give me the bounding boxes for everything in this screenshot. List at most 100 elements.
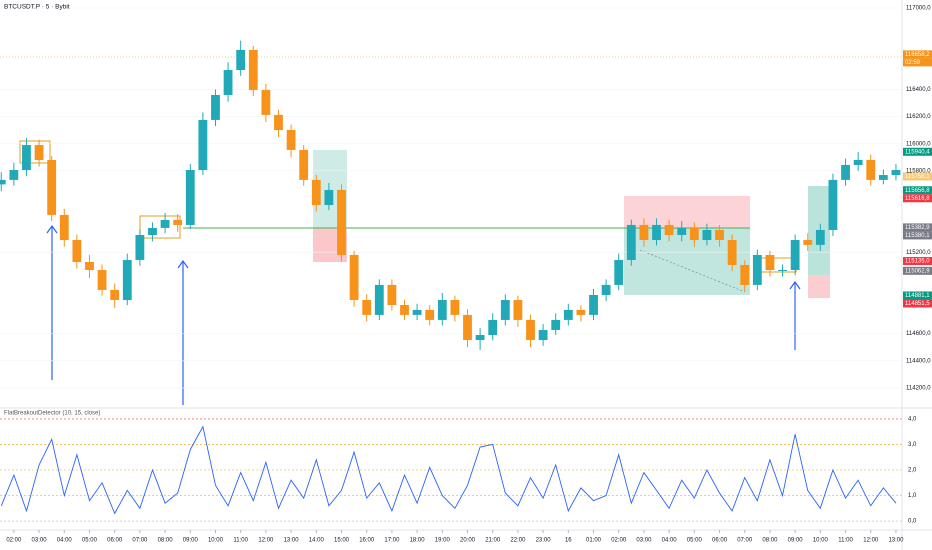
- candle-body: [500, 299, 510, 320]
- candle-body: [866, 159, 876, 180]
- price-tag-label: 115062,9: [905, 268, 930, 274]
- candle-body: [891, 170, 901, 176]
- price-tag-label: 115382,9: [905, 225, 930, 231]
- candle-body: [803, 240, 813, 245]
- time-tick-label: 07:00: [132, 538, 148, 544]
- candle-body: [173, 219, 183, 225]
- time-tick-label: 01:00: [586, 538, 602, 544]
- candle-body: [0, 179, 6, 185]
- candle-body: [601, 284, 611, 295]
- candle-body: [626, 224, 636, 260]
- time-tick-label: 16:00: [359, 538, 375, 544]
- time-tick-label: 21:00: [485, 538, 501, 544]
- candle-body: [274, 114, 283, 130]
- candle-body: [589, 294, 598, 315]
- time-tick-label: 04:00: [57, 538, 73, 544]
- time-tick-label: 16: [565, 538, 572, 544]
- candle-body: [639, 224, 649, 241]
- time-tick-label: 02:00: [6, 538, 22, 544]
- time-tick-label: 18:00: [410, 538, 426, 544]
- candle-body: [841, 164, 850, 180]
- time-tick-label: 10:00: [813, 538, 829, 544]
- candle-body: [790, 240, 800, 270]
- indicator-tick-label: 2,0: [908, 468, 917, 474]
- candle-body: [677, 227, 687, 235]
- candle-body: [513, 299, 523, 320]
- candle-body: [311, 179, 321, 206]
- candle-body: [614, 259, 624, 285]
- price-tick-label: 114600,0: [906, 331, 931, 337]
- countdown-bg: [903, 58, 932, 67]
- indicator-line: [0, 425, 897, 515]
- indicator-tick-label: 0,0: [908, 519, 917, 525]
- candle-body: [412, 309, 422, 315]
- candle-body: [72, 240, 82, 262]
- price-tag: [903, 147, 932, 156]
- price-tag-label: 115616,8: [905, 196, 930, 202]
- price-tag: [903, 223, 932, 232]
- candle-body: [815, 229, 825, 245]
- price-tag-label: 114851,5: [905, 301, 930, 307]
- candle-body: [211, 94, 220, 120]
- candle-body: [97, 270, 107, 290]
- candle-body: [778, 270, 787, 271]
- candle-body: [160, 219, 170, 228]
- candle-body: [563, 309, 573, 320]
- time-tick-label: 09:00: [183, 538, 199, 544]
- time-tick-label: 14:00: [309, 538, 325, 544]
- price-tick-label: 117000,0: [906, 6, 931, 12]
- stop-box: [624, 196, 750, 228]
- indicator-title: FlatBreakoutDetector (10, 15, close): [4, 411, 100, 417]
- candle-body: [450, 299, 460, 315]
- price-tag: [903, 231, 932, 240]
- candle-body: [740, 264, 750, 285]
- candle-body: [715, 229, 724, 241]
- candle-body: [59, 214, 69, 241]
- time-tick-label: 13:00: [888, 538, 904, 544]
- time-tick-label: 02:00: [611, 538, 627, 544]
- price-tag: [903, 299, 932, 308]
- time-tick-label: 06:00: [107, 538, 123, 544]
- candle-body: [34, 145, 44, 160]
- price-tag-label: 116658,2: [905, 52, 930, 58]
- time-tick-label: 05:00: [82, 538, 98, 544]
- candle-body: [9, 170, 19, 180]
- candle-body: [475, 334, 485, 341]
- arrow-head: [789, 280, 801, 290]
- candle-body: [198, 119, 208, 171]
- time-tick-label: 12:00: [258, 538, 274, 544]
- candle-body: [752, 254, 762, 285]
- time-tick-label: 17:00: [384, 538, 400, 544]
- candle-body: [248, 49, 258, 90]
- flat-range: [139, 215, 181, 239]
- price-tag-label: 115758,1: [905, 174, 930, 180]
- countdown: 02:59: [905, 60, 921, 66]
- price-tick-label: 115200,0: [906, 250, 931, 256]
- axes: 117000,0 116400,0 116200,0 116000,0 115800,0…: [6, 6, 932, 544]
- candle-body: [324, 189, 334, 206]
- price-tag: [903, 266, 932, 275]
- price-tag: [903, 186, 932, 195]
- time-tick-label: 05:00: [687, 538, 703, 544]
- time-tick-label: 23:00: [536, 538, 552, 544]
- candle-body: [223, 70, 233, 95]
- time-tick-label: 08:00: [762, 538, 778, 544]
- time-tick-label: 11:00: [838, 538, 853, 544]
- candle-body: [727, 240, 737, 265]
- price-pane: [0, 7, 902, 389]
- price-tick-label: 116400,0: [906, 87, 931, 93]
- price-tick-label: 114200,0: [906, 385, 931, 391]
- price-tick-label: 116000,0: [906, 141, 931, 147]
- arrow-head: [177, 259, 189, 269]
- price-tag-label: 115940,4: [905, 149, 930, 155]
- arrow-head: [46, 224, 58, 234]
- candle-body: [425, 309, 435, 320]
- candle-body: [236, 49, 246, 71]
- indicator-tick-label: 1,0: [908, 493, 917, 499]
- symbol-title: BTCUSDT.P · 5 · Bybit: [4, 4, 70, 11]
- candle-body: [185, 170, 195, 225]
- candle-body: [286, 129, 296, 150]
- time-tick-label: 13:00: [284, 538, 300, 544]
- indicator-tick-label: 4,0: [908, 416, 917, 422]
